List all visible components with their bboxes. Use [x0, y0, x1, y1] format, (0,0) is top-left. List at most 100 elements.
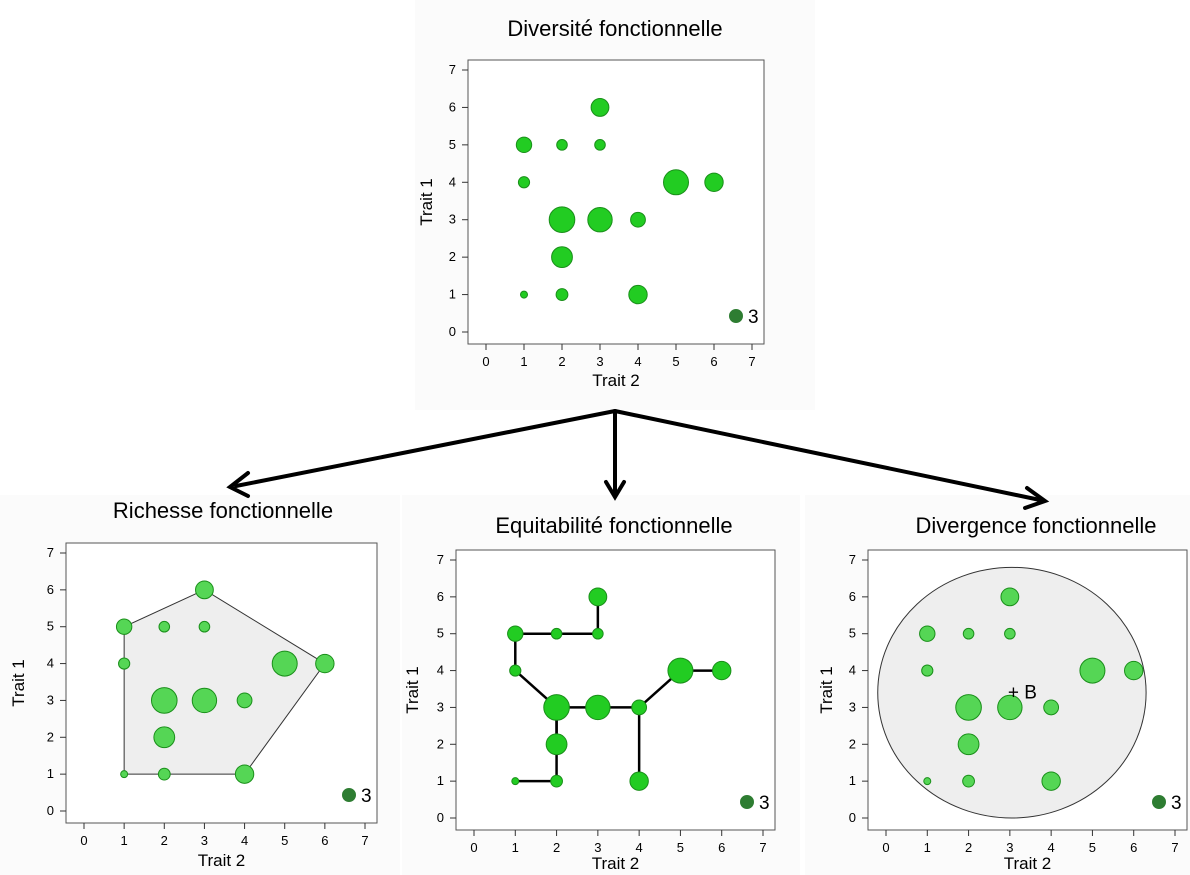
data-point — [1004, 627, 1016, 640]
x-tick-label: 7 — [748, 354, 755, 369]
chart-title-middle: Equitabilité fonctionnelle — [495, 513, 732, 538]
data-point — [631, 699, 648, 716]
y-tick-label: 6 — [47, 582, 54, 597]
x-tick-label: 0 — [882, 840, 889, 855]
data-point — [120, 770, 129, 779]
x-axis-label-right: Trait 2 — [1004, 854, 1052, 873]
y-tick-label: 2 — [849, 736, 856, 751]
data-point — [158, 620, 171, 633]
size-legend-label: 3 — [1171, 793, 1182, 814]
x-axis-label-top: Trait 2 — [592, 371, 640, 390]
size-legend-label: 3 — [361, 786, 372, 807]
x-tick-label: 3 — [201, 833, 208, 848]
data-point — [921, 664, 934, 677]
y-tick-label: 0 — [849, 810, 856, 825]
y-tick-label: 2 — [437, 736, 444, 751]
y-tick-label: 0 — [47, 803, 54, 818]
data-point — [545, 733, 568, 756]
size-legend-marker — [729, 309, 743, 323]
data-point — [517, 176, 531, 189]
y-axis-label-middle: Trait 1 — [403, 666, 422, 714]
x-axis-label-left: Trait 2 — [198, 851, 246, 870]
y-tick-label: 0 — [437, 810, 444, 825]
data-point — [712, 660, 732, 681]
data-point — [588, 587, 608, 607]
panel-top: Diversité fonctionnelle 0 1 2 3 4 5 6 7 0 1 2 3 4 5 6 7 T… — [417, 16, 765, 390]
y-tick-label: 6 — [849, 589, 856, 604]
x-tick-label: 1 — [121, 833, 128, 848]
data-point — [957, 733, 980, 756]
data-point — [515, 136, 533, 154]
data-point — [592, 627, 604, 640]
data-point — [118, 657, 131, 670]
data-point — [594, 139, 606, 151]
data-point — [236, 692, 253, 709]
x-tick-label: 5 — [1089, 840, 1096, 855]
x-tick-label: 7 — [759, 840, 766, 855]
y-tick-label: 0 — [449, 324, 456, 339]
data-point — [587, 207, 613, 233]
y-tick-label: 1 — [449, 287, 456, 302]
chart-title-left: Richesse fonctionnelle — [113, 498, 333, 523]
x-tick-label: 4 — [634, 354, 641, 369]
arrow-to-divergence — [613, 409, 1042, 502]
data-point — [667, 657, 694, 684]
data-point — [548, 206, 576, 234]
x-axis-label-middle: Trait 2 — [592, 854, 640, 873]
plot-frame-middle — [455, 549, 776, 831]
x-tick-label: 0 — [482, 354, 489, 369]
size-legend-marker — [1152, 795, 1166, 809]
data-point — [628, 284, 648, 305]
data-point — [150, 687, 178, 714]
x-tick-label: 6 — [321, 833, 328, 848]
data-point — [115, 618, 133, 635]
chart-title-right: Divergence fonctionnelle — [916, 513, 1157, 538]
chart-title-top: Diversité fonctionnelle — [507, 16, 722, 41]
panel-middle: Equitabilité fonctionnelle 0 1 2 3 4 5 6 7 0 1 2 3 4 5… — [403, 513, 776, 873]
x-tick-label: 5 — [677, 840, 684, 855]
x-tick-label: 1 — [924, 840, 931, 855]
y-tick-label: 1 — [849, 773, 856, 788]
y-tick-label: 1 — [437, 773, 444, 788]
convex-hull — [123, 589, 326, 775]
data-point — [919, 625, 936, 642]
x-tick-label: 4 — [1048, 840, 1055, 855]
arrow-to-evenness-head — [604, 480, 626, 501]
data-point — [191, 687, 218, 714]
data-point — [923, 777, 932, 786]
arrow-to-richness — [234, 409, 617, 488]
y-tick-label: 7 — [849, 552, 856, 567]
data-point — [195, 580, 214, 600]
x-tick-label: 2 — [161, 833, 168, 848]
data-point — [315, 653, 335, 674]
data-point — [550, 774, 563, 788]
x-tick-label: 1 — [512, 840, 519, 855]
y-tick-label: 2 — [449, 249, 456, 264]
x-tick-label: 5 — [281, 833, 288, 848]
y-tick-label: 5 — [449, 137, 456, 152]
data-point — [234, 764, 255, 784]
centroid-label: + B — [1008, 683, 1037, 704]
data-point — [955, 694, 982, 721]
x-tick-label: 3 — [596, 354, 603, 369]
data-point — [507, 625, 524, 642]
y-axis-label-left: Trait 1 — [9, 659, 28, 707]
size-legend-marker — [740, 795, 754, 809]
x-tick-label: 2 — [553, 840, 560, 855]
x-tick-label: 4 — [636, 840, 643, 855]
data-point — [1000, 587, 1020, 607]
x-tick-label: 0 — [80, 833, 87, 848]
data-point — [1043, 699, 1060, 716]
data-point — [153, 726, 176, 749]
data-point — [997, 694, 1023, 721]
y-tick-label: 7 — [449, 62, 456, 77]
x-tick-label: 2 — [965, 840, 972, 855]
y-tick-label: 5 — [437, 626, 444, 641]
data-point — [555, 288, 569, 301]
y-tick-label: 5 — [849, 626, 856, 641]
data-point — [962, 627, 975, 640]
arrows — [226, 409, 1050, 510]
data-point — [1124, 660, 1144, 681]
y-axis-label-right: Trait 1 — [817, 666, 836, 714]
data-point — [556, 139, 568, 151]
